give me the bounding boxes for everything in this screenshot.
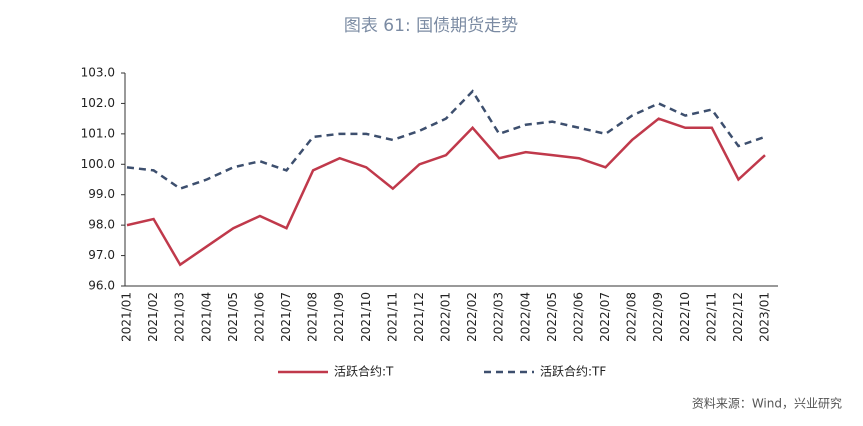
chart-title: 图表 61: 国债期货走势 [344, 16, 518, 36]
x-tick-label: 2021/08 [306, 292, 320, 342]
x-tick-label: 2023/01 [758, 292, 772, 342]
x-tick-label: 2022/02 [465, 292, 479, 342]
y-tick-label: 103.0 [81, 66, 115, 80]
y-tick-label: 97.0 [88, 248, 115, 262]
x-tick-label: 2021/05 [226, 292, 240, 342]
legend-label: 活跃合约:TF [540, 364, 606, 379]
x-tick-label: 2022/11 [704, 292, 718, 342]
x-tick-label: 2021/10 [359, 292, 373, 342]
x-tick-label: 2022/08 [625, 292, 639, 342]
x-tick-label: 2022/03 [492, 292, 506, 342]
x-tick-label: 2021/03 [173, 292, 187, 342]
x-tick-label: 2021/04 [199, 292, 213, 342]
x-tick-label: 2021/07 [279, 292, 293, 342]
x-tick-label: 2022/09 [651, 292, 665, 342]
line-series [126, 89, 766, 191]
x-tick-label: 2021/02 [146, 292, 160, 342]
x-tick-label: 2022/07 [598, 292, 612, 342]
x-tick-label: 2022/05 [545, 292, 559, 342]
x-tick-label: 2021/12 [412, 292, 426, 342]
y-tick-label: 100.0 [81, 157, 115, 171]
line-series [126, 117, 766, 267]
x-tick-label: 2022/01 [439, 292, 453, 342]
y-tick-label: 98.0 [88, 218, 115, 232]
x-tick-label: 2022/06 [571, 292, 585, 342]
source: 资料来源：Wind，兴业研究 [692, 396, 842, 411]
x-tick-label: 2022/12 [731, 292, 745, 342]
y-tick-label: 96.0 [88, 279, 115, 293]
x-tick-label: 2022/04 [518, 292, 532, 342]
legend-label: 活跃合约:T [334, 364, 394, 379]
y-tick-label: 99.0 [88, 187, 115, 201]
x-tick-label: 2021/09 [332, 292, 346, 342]
y-tick-label: 101.0 [81, 126, 115, 140]
x-tick-label: 2021/11 [385, 292, 399, 342]
x-tick-label: 2021/01 [120, 292, 134, 342]
y-tick-label: 102.0 [81, 96, 115, 110]
x-tick-label: 2022/10 [678, 292, 692, 342]
x-tick-label: 2021/06 [252, 292, 266, 342]
